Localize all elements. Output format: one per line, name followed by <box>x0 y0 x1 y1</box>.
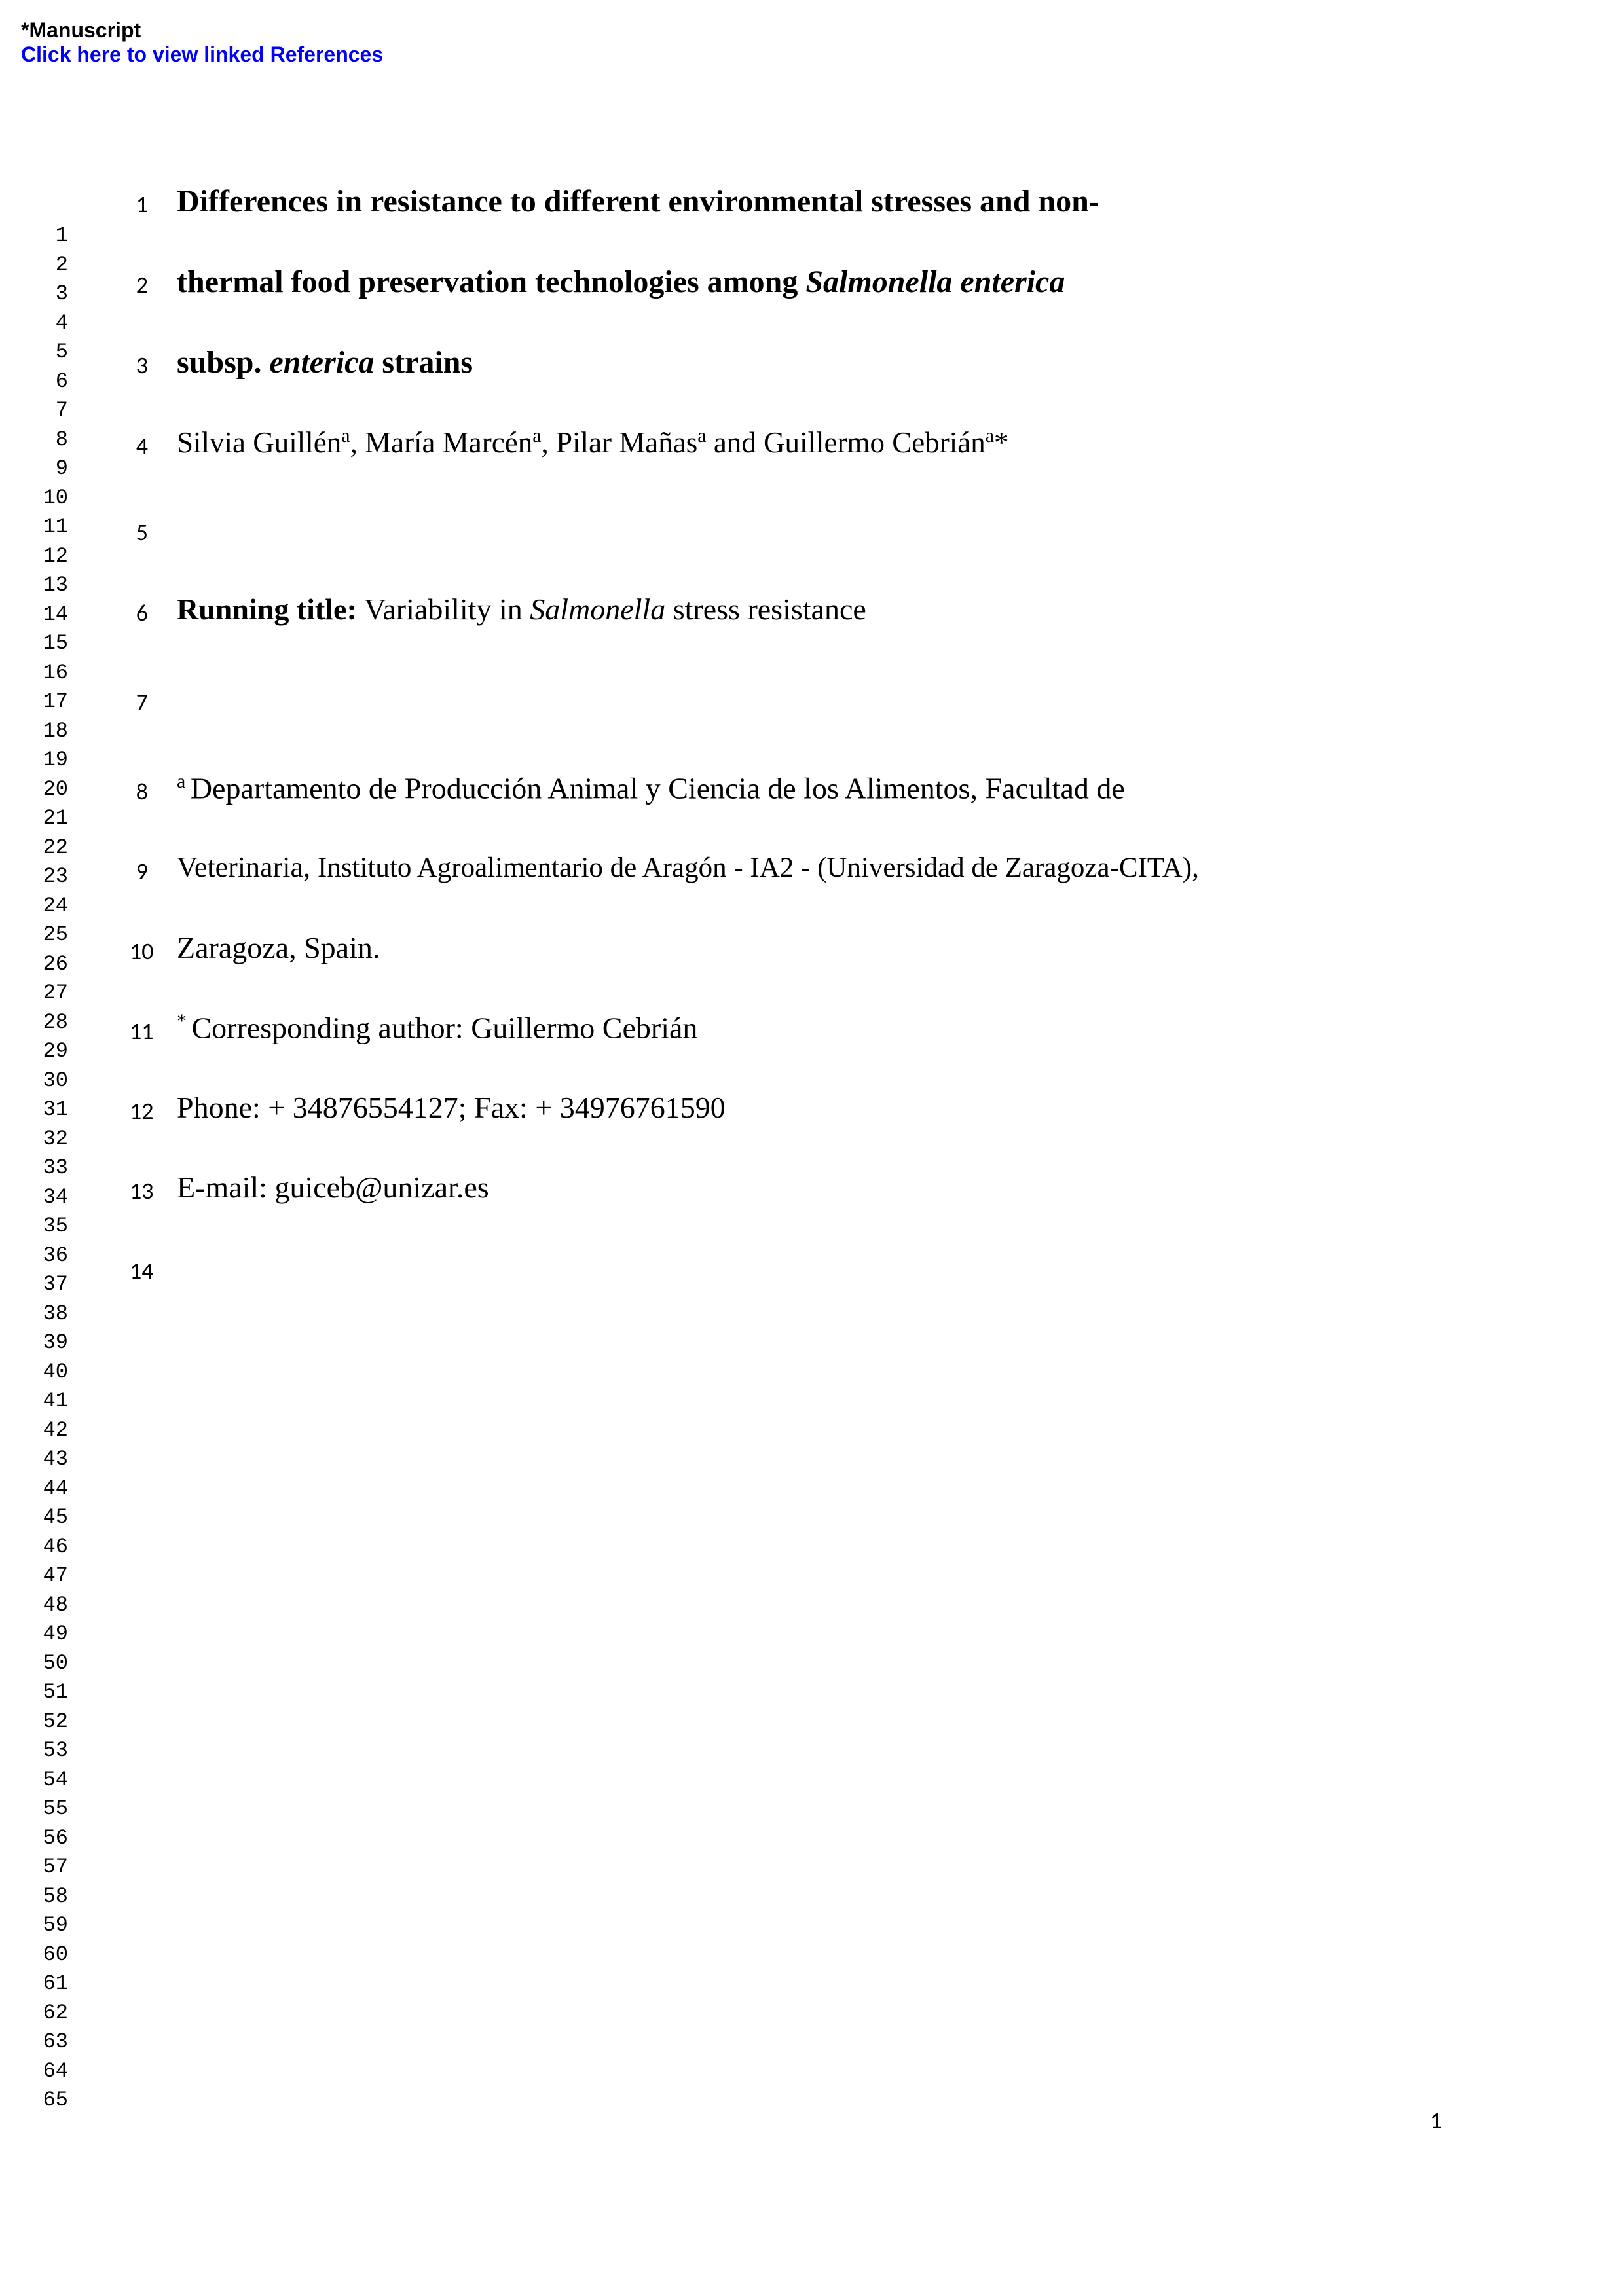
running-title-prefix: Variability in <box>364 592 530 626</box>
content-line-num: 11 <box>130 1010 177 1046</box>
phone-text: Phone: + 34876554127; Fax: + 34976761590 <box>177 1090 1452 1125</box>
author-3: , Pilar Mañas <box>542 426 698 459</box>
content-line-num: 14 <box>130 1250 177 1285</box>
affiliation-sup: a <box>177 771 191 792</box>
author-1-sup: a <box>341 425 350 446</box>
affiliation-text-2: Veterinaria, Instituto Agroalimentario d… <box>177 850 1452 884</box>
content-line-num: 7 <box>130 681 177 716</box>
title-line-3: 3 subsp. enterica strains <box>130 344 1452 380</box>
content-line-num: 9 <box>130 850 177 886</box>
title-3-prefix: subsp. <box>177 345 269 380</box>
title-line-2: 2 thermal food preservation technologies… <box>130 264 1452 300</box>
affiliation-line-1: 8 a Departamento de Producción Animal y … <box>130 771 1452 806</box>
content-line-num: 5 <box>130 511 177 547</box>
corresponding-text: * Corresponding author: Guillermo Cebriá… <box>177 1010 1452 1045</box>
empty-line-5: 5 <box>130 511 1452 547</box>
page-number: 1 <box>1430 2106 1442 2135</box>
content-line-num: 3 <box>130 344 177 380</box>
author-2: , María Marcén <box>350 426 533 459</box>
affiliation-text-1: a Departamento de Producción Animal y Ci… <box>177 771 1452 805</box>
phone-line: 12 Phone: + 34876554127; Fax: + 34976761… <box>130 1090 1452 1125</box>
running-title-text: Running title: Variability in Salmonella… <box>177 592 1452 627</box>
author-2-sup: a <box>532 425 541 446</box>
header-section: *Manuscript Click here to view linked Re… <box>21 18 383 67</box>
title-line-1: 1 Differences in resistance to different… <box>130 183 1452 219</box>
author-3-sup: a <box>697 425 706 446</box>
affiliation-line-3: 10 Zaragoza, Spain. <box>130 930 1452 966</box>
authors-text: Silvia Guilléna, María Marcéna, Pilar Ma… <box>177 425 1452 460</box>
content-line-num: 8 <box>130 771 177 806</box>
affiliation-2-prefix: Veterinaria, <box>177 851 318 883</box>
empty-line-7: 7 <box>130 681 1452 717</box>
affiliation-2-rest: Instituto Agroalimentario de Aragón - IA… <box>318 852 1199 883</box>
empty-text <box>177 681 1452 717</box>
author-asterisk: * <box>994 426 1009 459</box>
corresponding-sup: * <box>177 1010 192 1032</box>
title-text-2: thermal food preservation technologies a… <box>177 264 1452 300</box>
title-text-3: subsp. enterica strains <box>177 344 1452 380</box>
content-area: 1 Differences in resistance to different… <box>130 183 1452 1330</box>
title-3-suffix: strains <box>374 345 473 380</box>
running-title-italic: Salmonella <box>530 592 665 626</box>
email-text: E-mail: guiceb@unizar.es <box>177 1170 1452 1205</box>
empty-text <box>177 1250 1452 1286</box>
title-2-italic: Salmonella enterica <box>805 264 1065 299</box>
content-line-num: 6 <box>130 592 177 627</box>
email-line: 13 E-mail: guiceb@unizar.es <box>130 1170 1452 1205</box>
content-line-num: 10 <box>130 930 177 966</box>
empty-text <box>177 511 1452 547</box>
author-4: and Guillermo Cebrián <box>707 426 986 459</box>
references-link[interactable]: Click here to view linked References <box>21 43 383 67</box>
running-title-suffix: stress resistance <box>665 592 866 626</box>
affiliation-line-2: 9 Veterinaria, Instituto Agroalimentario… <box>130 850 1452 886</box>
title-text-1: Differences in resistance to different e… <box>177 183 1452 219</box>
content-line-num: 12 <box>130 1090 177 1125</box>
title-2-prefix: thermal food preservation technologies a… <box>177 264 805 299</box>
content-line-num: 4 <box>130 425 177 460</box>
author-4-sup: a <box>986 425 994 446</box>
manuscript-label: *Manuscript <box>21 18 383 43</box>
author-1: Silvia Guillén <box>177 426 341 459</box>
affiliation-1: Departamento de Producción Animal y Cien… <box>191 771 1125 805</box>
title-3-italic: enterica <box>269 345 374 380</box>
content-line-num: 1 <box>130 183 177 219</box>
affiliation-text-3: Zaragoza, Spain. <box>177 930 1452 965</box>
running-title-line: 6 Running title: Variability in Salmonel… <box>130 592 1452 627</box>
content-line-num: 13 <box>130 1170 177 1205</box>
content-line-num: 2 <box>130 264 177 299</box>
corresponding-line: 11 * Corresponding author: Guillermo Ceb… <box>130 1010 1452 1046</box>
empty-line-14: 14 <box>130 1250 1452 1286</box>
authors-line: 4 Silvia Guilléna, María Marcéna, Pilar … <box>130 425 1452 460</box>
corresponding-author: Corresponding author: Guillermo Cebrián <box>192 1011 698 1044</box>
running-title-label: Running title: <box>177 592 364 626</box>
left-line-numbers: 1234567891011121314151617181920212223242… <box>35 221 68 2115</box>
